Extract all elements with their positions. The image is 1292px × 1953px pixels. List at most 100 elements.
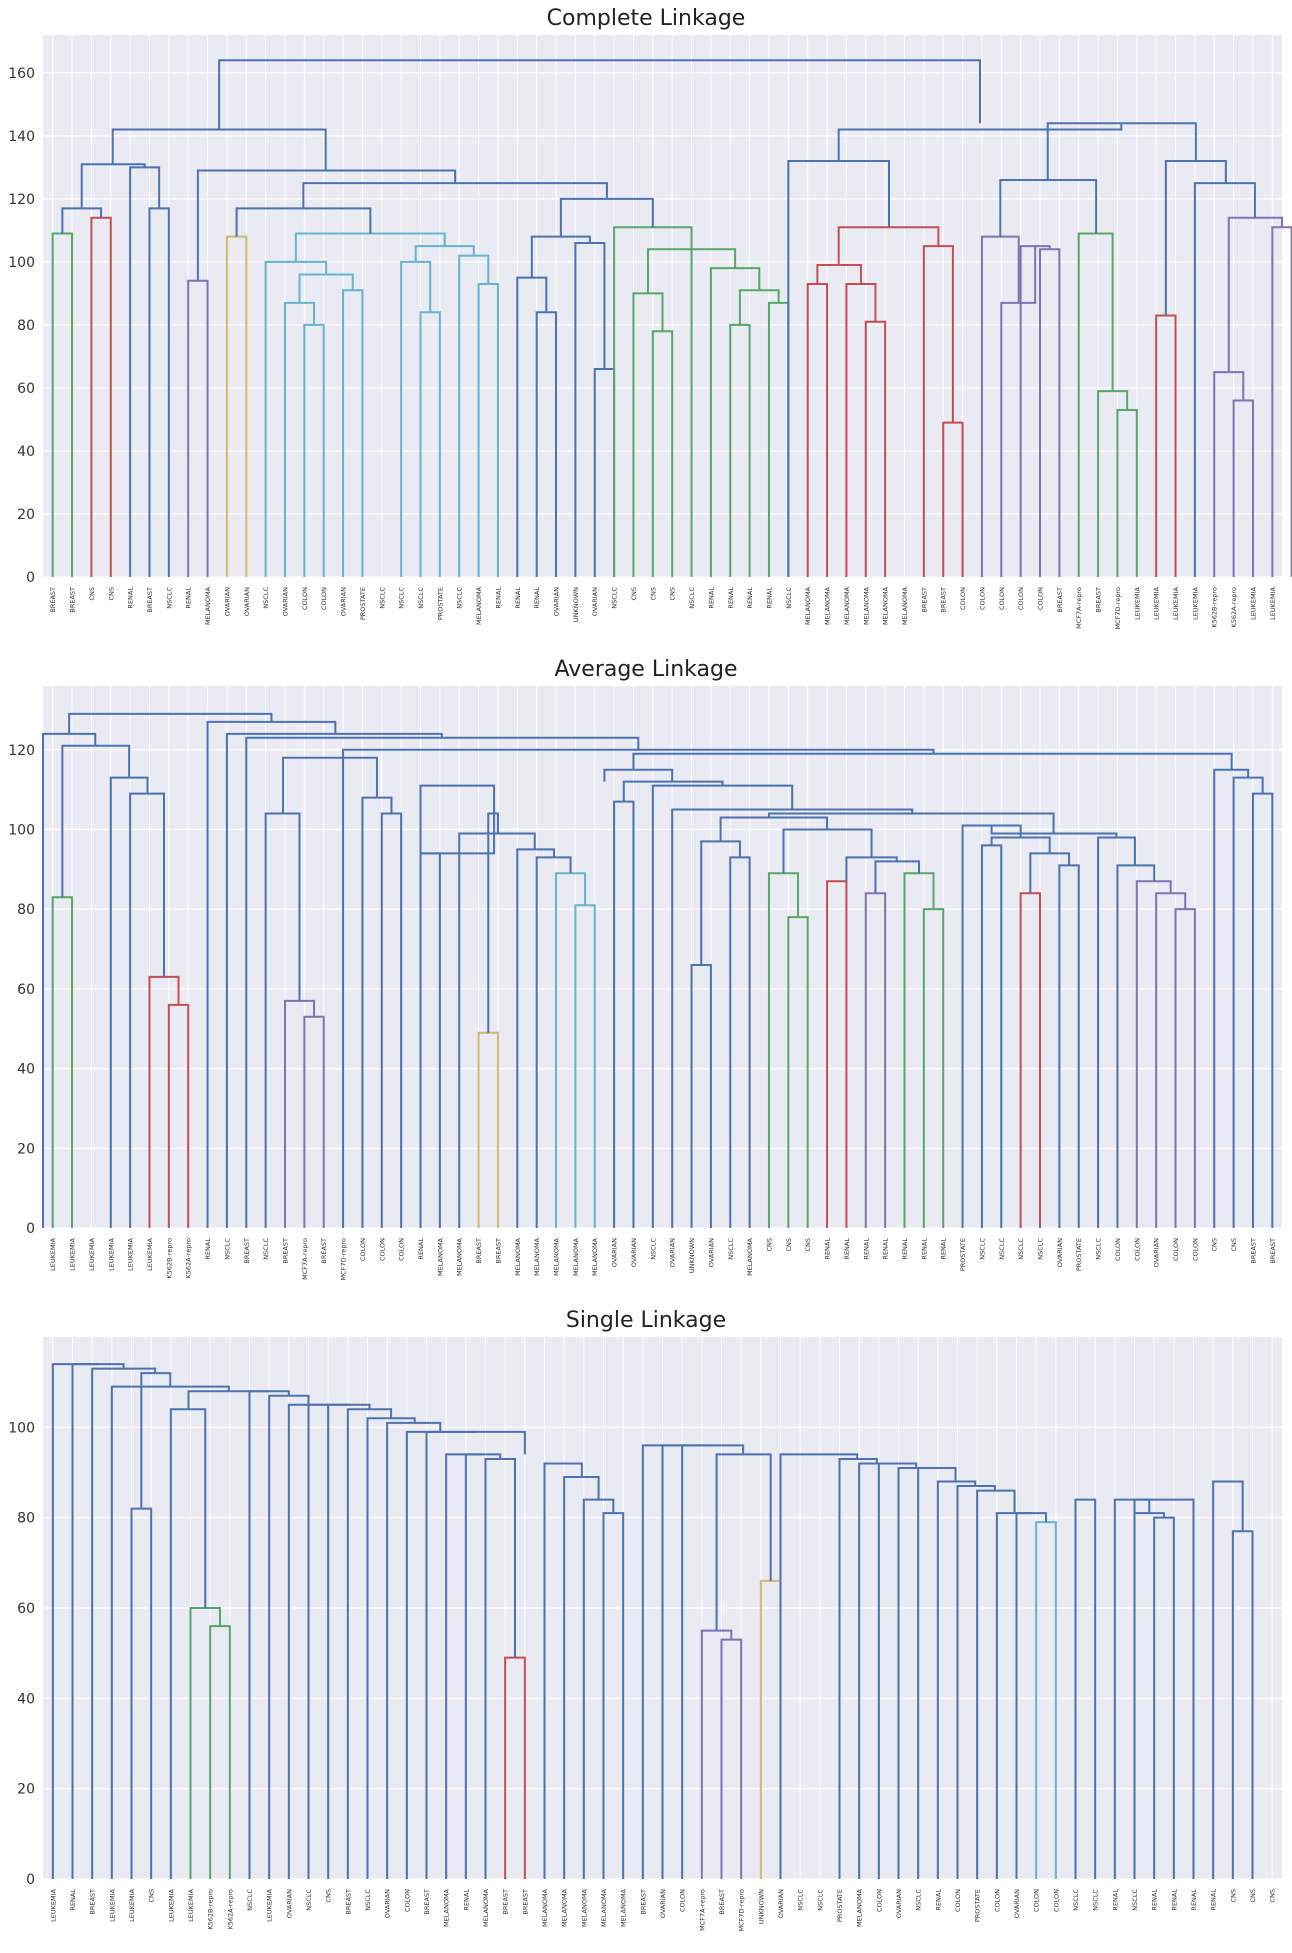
dendrogram-link [837,123,1123,162]
dendrogram-link [613,800,635,1228]
leaf-label: MELANOMA [482,1888,490,1927]
leaf-label: NSCLC [1017,1238,1025,1260]
y-tick-label: 120 [8,192,35,208]
leaf-label: NSCLC [1092,1889,1100,1911]
leaf-label: NSCLC [915,1889,923,1911]
leaf-label: RENAL [940,1238,948,1260]
leaf-label: MELANOMA [561,1888,569,1927]
leaf-label: LEUKEMIA [69,1237,77,1270]
leaf-label: BREAST [940,587,948,613]
leaf-label: LEUKEMIA [107,1237,115,1270]
leaf-label: OVARIAN [1056,1238,1064,1267]
leaf-label: MCF7A-repro [301,1238,309,1280]
leaf-label: COLON [998,587,1006,610]
complete-linkage-panel: Complete Linkage 0 20 40 60 80 100 120 140 160 BR… [0,0,1292,651]
leaf-label: CNS [1249,1889,1257,1903]
leaf-label: MELANOMA [862,586,870,625]
dendrogram-link [405,1430,476,1879]
leaf-label: RENAL [843,1238,851,1260]
leaf-label: UNKNOWN [688,1238,696,1273]
y-tick-label: 60 [17,381,35,397]
dendrogram-link [264,260,328,577]
dendrogram-link [303,323,325,577]
dendrogram-link [129,792,165,1228]
dendrogram-link [169,1408,207,1879]
leaf-label: RENAL [185,587,193,609]
leaf-label: COLON [1172,1238,1180,1261]
leaf-label: LEUKEMIA [1269,586,1277,619]
leaf-label: LEUKEMIA [1133,586,1141,619]
leaf-label: BREAST [494,1238,502,1264]
complete-linkage-dendrogram: 0 20 40 60 80 100 120 140 160 BREAST BREAST CNS CNS R… [8,35,1292,630]
y-tick-label: 100 [8,255,35,271]
leaf-label: RENAL [69,1889,77,1911]
leaf-label: NSCLC [223,1238,231,1260]
leaf-label: MELANOMA [843,586,851,625]
leaf-label: MELANOMA [553,1237,561,1276]
y-tick-label: 0 [26,1221,35,1237]
y-tick-label: 40 [17,1062,35,1078]
dendrogram-link [80,163,146,209]
leaf-label: RENAL [1111,1889,1119,1911]
leaf-label: LEUKEMIA [167,1888,175,1921]
dendrogram-link [209,1625,231,1879]
y-tick-label: 80 [17,902,35,918]
dendrogram-link [555,872,587,1228]
leaf-label: MELANOMA [475,586,483,625]
dendrogram-link [877,1462,918,1879]
leaf-label: OVARIAN [591,587,599,616]
leaf-label: LEUKEMIA [1153,586,1161,619]
dendrogram-link [327,1403,371,1879]
leaf-label: OVARIAN [1153,1238,1161,1267]
leaf-label: MELANOMA [746,1237,754,1276]
leaf-label: MELANOMA [514,1237,522,1276]
dendrogram-link [837,226,940,266]
dendrogram-link [535,856,572,1228]
leaf-label: MCF7A-repro [698,1889,706,1931]
dendrogram-link [516,276,548,577]
dendrogram-link [729,856,751,1228]
y-tick-label: 160 [8,66,35,82]
leaf-label: OVARIAN [659,1889,667,1918]
leaf-label: PROSTATE [436,587,444,620]
dendrogram-link [458,832,536,1228]
leaf-label: CNS [88,587,96,601]
leaf-label: K562A-repro [185,1238,193,1279]
leaf-label: COLON [679,1889,687,1912]
leaf-label: MCF7A-repro [1075,587,1083,629]
leaf-label: MCF7D-repro [1114,587,1122,630]
dendrogram-link [574,241,606,577]
y-tick-label: 20 [17,1141,35,1157]
dendrogram-link [400,260,432,577]
leaf-label: K562A-repro [226,1889,234,1930]
dendrogram-link [976,1489,1016,1879]
dendrogram-link [690,963,712,1228]
leaf-label: RENAL [920,1238,928,1260]
y-tick-label: 0 [26,1872,35,1888]
leaf-label: NSCLC [998,1238,1006,1260]
leaf-label: PROSTATE [359,587,367,620]
leaf-label: BREAST [718,1889,726,1915]
dendrogram-link [68,712,273,734]
leaf-label: OVARIAN [1013,1889,1021,1918]
dendrogram-link [681,1444,745,1879]
dendrogram-link [858,1462,897,1879]
leaf-label: RENAL [934,1889,942,1911]
leaf-label: RENAL [204,1238,212,1260]
y-tick-label: 20 [17,507,35,523]
y-tick-label: 60 [17,982,35,998]
leaf-label: LEUKEMIA [146,1237,154,1270]
dendrogram-link [346,1408,393,1879]
dendrogram-link [845,282,877,577]
leaf-label: MELANOMA [591,1237,599,1276]
leaf-label: NSCLC [1037,1238,1045,1260]
leaf-label: CNS [630,587,638,601]
dendrogram-link [167,1003,190,1228]
leaf-label: COLON [1033,1889,1041,1912]
dendrogram-link [414,245,475,262]
dendrogram-link [826,880,848,1228]
leaf-label: BREAST [1269,1238,1277,1264]
dendrogram-link [61,744,131,898]
dendrogram-link [445,1453,484,1879]
leaf-label: NSCLC [727,1238,735,1260]
